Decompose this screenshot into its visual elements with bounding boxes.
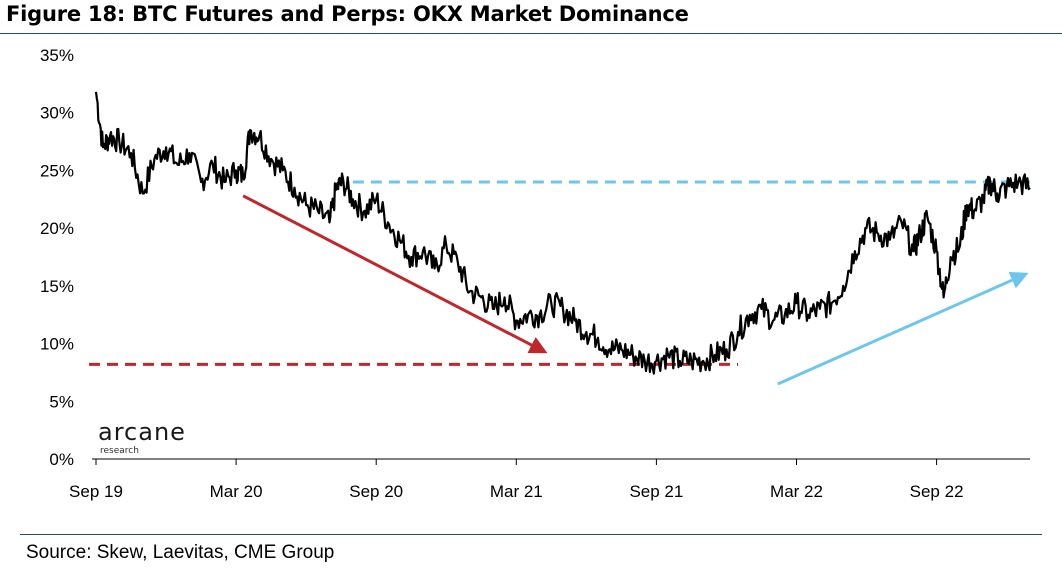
line-chart: 0% 5% 10% 15% 20% 25% 30% 35% Sep 19 Mar 20 Sep 2… xyxy=(40,46,1031,501)
chart-title: Figure 18: BTC Futures and Perps: OKX Ma… xyxy=(6,2,689,26)
series-layer xyxy=(94,91,1031,375)
y-tick-label: 35% xyxy=(40,46,74,65)
arcane-logo: arcane research xyxy=(98,418,186,456)
x-tick-label: Sep 19 xyxy=(69,482,123,501)
title-divider xyxy=(0,33,1062,34)
y-tick-label: 10% xyxy=(40,335,74,354)
y-axis-labels: 0% 5% 10% 15% 20% 25% 30% 35% xyxy=(40,46,74,469)
annotations xyxy=(88,180,1030,386)
x-tick-label: Mar 22 xyxy=(770,482,823,501)
x-tick-label: Mar 21 xyxy=(490,482,543,501)
x-tick-label: Sep 21 xyxy=(629,482,683,501)
logo-text: arcane xyxy=(98,418,186,446)
red-trend-arrow xyxy=(242,194,548,354)
x-axis: Sep 19 Mar 20 Sep 20 Mar 21 Sep 21 Mar 22 Sep … xyxy=(69,458,1030,501)
y-tick-label: 30% xyxy=(40,104,74,123)
logo-subtext: research xyxy=(100,446,139,456)
x-tick-label: Sep 20 xyxy=(349,482,403,501)
y-tick-label: 5% xyxy=(49,392,74,411)
source-divider xyxy=(20,534,1042,535)
x-tick-label: Sep 22 xyxy=(910,482,964,501)
y-tick-label: 15% xyxy=(40,277,74,296)
x-tick-label: Mar 20 xyxy=(210,482,263,501)
blue-trend-arrow xyxy=(777,271,1029,386)
series-line xyxy=(94,91,1031,375)
y-tick-label: 20% xyxy=(40,219,74,238)
source-note: Source: Skew, Laevitas, CME Group xyxy=(26,542,335,563)
y-tick-label: 25% xyxy=(40,161,74,180)
y-tick-label: 0% xyxy=(49,450,74,469)
